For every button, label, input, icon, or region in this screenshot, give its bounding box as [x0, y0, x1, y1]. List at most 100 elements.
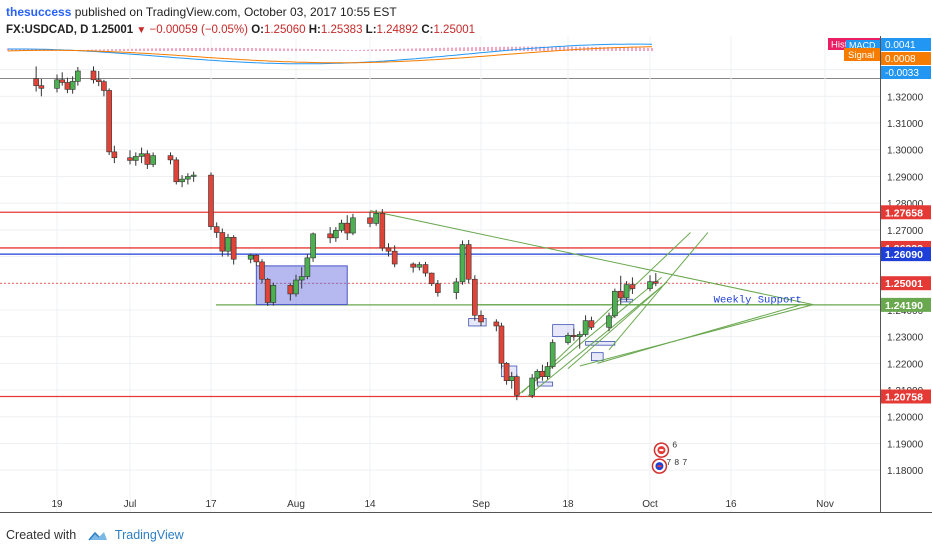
macd-value-tag: [881, 38, 931, 51]
candle: [287, 283, 294, 301]
candle: [549, 339, 556, 369]
y-tick-label: 1.27000: [887, 226, 924, 237]
candle: [582, 315, 589, 337]
candle: [529, 374, 535, 399]
candle-body: [270, 285, 277, 303]
candle-body: [385, 247, 392, 252]
candle-body: [185, 176, 191, 180]
candle: [179, 175, 185, 188]
annotation-box: [591, 352, 604, 362]
candle-body: [127, 157, 133, 161]
price-chart[interactable]: 1.330001.320001.310001.300001.290001.280…: [0, 36, 932, 516]
candle: [588, 316, 595, 330]
x-tick-label: Oct: [642, 499, 658, 510]
candle: [478, 310, 484, 326]
x-tick-label: 17: [205, 499, 217, 510]
candle: [219, 228, 226, 257]
candle-body: [287, 285, 294, 295]
legend-signal-chip: [844, 48, 880, 61]
candle: [259, 259, 265, 284]
created-with-text: Created with: [6, 528, 77, 542]
candle-body: [428, 272, 435, 285]
y-tick-label: 1.23000: [887, 333, 924, 344]
macd-value-text: -0.0033: [885, 68, 919, 79]
candle-body: [529, 377, 535, 396]
candle: [208, 172, 214, 230]
candle: [213, 222, 220, 238]
candle: [230, 235, 237, 265]
low-key: L:: [365, 24, 377, 36]
price-change: −0.00059 (−0.05%): [149, 24, 248, 36]
candle-body: [219, 232, 226, 252]
low-value: 1.24892: [376, 24, 419, 36]
author-name[interactable]: thesuccess: [6, 5, 72, 19]
symbol-line: FX:USDCAD, D 1.25001 ▼ −0.00059 (−0.05%)…: [6, 21, 926, 39]
level-price-tag: [881, 205, 931, 220]
candle: [111, 145, 118, 164]
candle: [373, 209, 379, 226]
candle-body: [606, 315, 612, 328]
level-price-text: 1.27658: [885, 207, 923, 219]
y-tick-label: 1.28000: [887, 199, 924, 210]
candle: [95, 70, 102, 87]
candle: [493, 319, 500, 332]
usa-flag-icon-mark: [657, 465, 662, 468]
candle: [379, 209, 386, 252]
candle: [350, 213, 356, 236]
grid-lines: [0, 36, 880, 512]
candle-body: [588, 320, 595, 328]
candle: [247, 253, 254, 264]
weekly-support-label: Weekly Support: [714, 294, 802, 306]
event-flags: 67 8 7: [651, 439, 687, 474]
candle-body: [304, 257, 311, 277]
candle-body: [190, 174, 197, 177]
candle: [293, 274, 299, 297]
candle: [127, 150, 133, 165]
candle: [144, 150, 151, 169]
candle: [565, 332, 571, 345]
candle-body: [38, 85, 45, 89]
candle: [132, 152, 139, 166]
candle: [33, 66, 39, 92]
candle: [190, 171, 197, 182]
candle-body: [101, 81, 107, 91]
tradingview-brand[interactable]: TradingView: [114, 528, 184, 542]
signal-line: [7, 46, 652, 64]
candle: [465, 239, 472, 284]
candle-body: [652, 281, 659, 284]
macd-value-tag: [881, 66, 931, 79]
x-tick-label: 18: [562, 499, 574, 510]
level-price-tag: [881, 247, 931, 262]
candle-body: [138, 153, 145, 157]
candle: [606, 312, 612, 332]
candle: [59, 72, 66, 86]
candle: [75, 66, 81, 86]
candle-body: [379, 212, 386, 249]
candle: [298, 267, 305, 289]
candle-body: [508, 376, 515, 381]
candle-body: [459, 244, 466, 283]
y-tick-label: 1.22000: [887, 359, 924, 370]
candle: [453, 277, 460, 300]
legend-macd-chip: [846, 40, 880, 51]
candle-body: [565, 335, 571, 343]
candle-body: [213, 226, 220, 233]
candle-body: [435, 283, 441, 293]
high-key: H:: [308, 24, 321, 36]
candle-body: [582, 320, 589, 335]
x-tick-label: 19: [51, 499, 63, 510]
x-tick-label: Nov: [816, 499, 834, 510]
candle: [629, 277, 636, 294]
candle: [344, 215, 351, 240]
level-price-text: 1.20758: [885, 392, 923, 404]
candle-body: [465, 244, 472, 280]
y-tick-label: 1.29000: [887, 172, 924, 183]
candle-body: [132, 156, 139, 161]
candle: [69, 76, 76, 94]
candle: [514, 374, 520, 401]
trend-line: [567, 286, 662, 370]
level-price-text: 1.26090: [885, 249, 923, 261]
x-tick-label: 16: [725, 499, 737, 510]
candle-body: [478, 314, 484, 323]
candle: [138, 147, 145, 164]
